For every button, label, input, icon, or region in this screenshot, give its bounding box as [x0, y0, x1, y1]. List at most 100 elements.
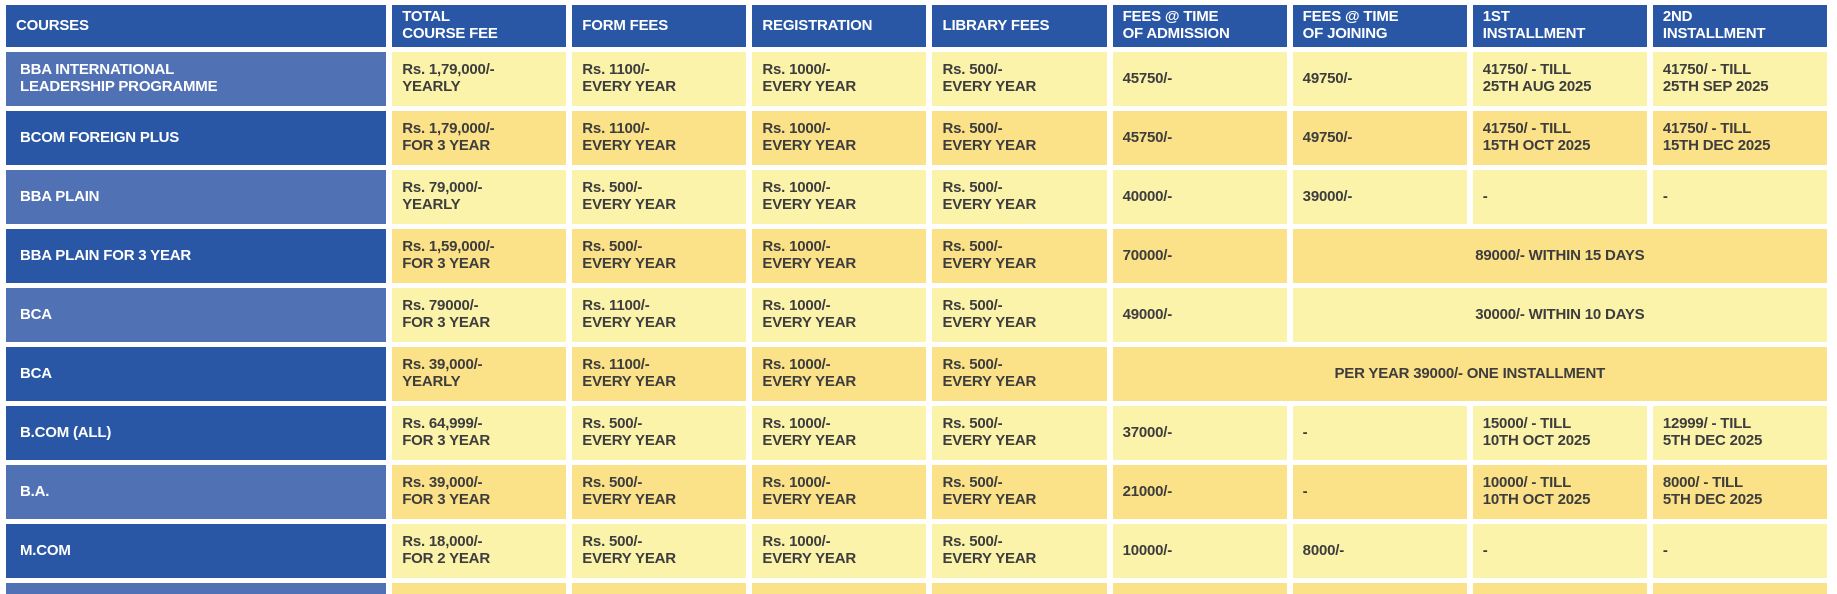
- course-cell: MSW FOR TWO YEAR: [6, 583, 387, 594]
- fee-cell: 70000/-: [1112, 229, 1287, 283]
- fee-cell: Rs. 31,000/- FOR 2 YEAR: [392, 583, 567, 594]
- fee-cell: Rs. 79000/- FOR 3 YEAR: [392, 288, 567, 342]
- fee-cell: Rs. 500/- EVERY YEAR: [932, 524, 1107, 578]
- fee-cell: 39000/-: [1292, 170, 1467, 224]
- fee-cell: -: [1652, 583, 1827, 594]
- fee-cell: Rs. 1,79,000/- FOR 3 YEAR: [392, 111, 567, 165]
- fee-cell: Rs. 1000/- EVERY YEAR: [752, 524, 927, 578]
- fee-cell: 41750/ - TILL 15TH OCT 2025: [1472, 111, 1647, 165]
- course-cell: BBA INTERNATIONAL LEADERSHIP PROGRAMME: [6, 52, 387, 106]
- fee-cell: 11000/-: [1292, 583, 1467, 594]
- fee-cell: -: [1472, 170, 1647, 224]
- fee-cell: Rs. 500/- EVERY YEAR: [572, 229, 747, 283]
- course-cell: BCA: [6, 288, 387, 342]
- fee-cell: Rs. 1100/- EVERY YEAR: [572, 288, 747, 342]
- table-row: BCOM FOREIGN PLUS Rs. 1,79,000/- FOR 3 YE…: [6, 111, 1827, 165]
- fee-cell: 37000/-: [1112, 406, 1287, 460]
- column-header-library-fees: LIBRARY FEES: [932, 5, 1107, 47]
- fee-cell: 49000/-: [1112, 288, 1287, 342]
- fee-cell: Rs. 1000/- EVERY YEAR: [752, 406, 927, 460]
- merged-fee-cell: 30000/- WITHIN 10 DAYS: [1292, 288, 1827, 342]
- fee-cell: Rs. 39,000/- YEARLY: [392, 347, 567, 401]
- fee-cell: 49750/-: [1292, 111, 1467, 165]
- table-head: COURSES TOTAL COURSE FEE FORM FEES REGISTRA…: [6, 5, 1827, 47]
- column-header-fees-at-time-of-joining: FEES @ TIME OF JOINING: [1292, 5, 1467, 47]
- fee-cell: Rs. 1000/- EVERY YEAR: [752, 111, 927, 165]
- table-row: BBA INTERNATIONAL LEADERSHIP PROGRAMME Rs…: [6, 52, 1827, 106]
- column-header-second-installment: 2ND INSTALLMENT: [1652, 5, 1827, 47]
- fee-cell: 41750/ - TILL 25TH AUG 2025: [1472, 52, 1647, 106]
- fee-cell: Rs. 39,000/- FOR 3 YEAR: [392, 465, 567, 519]
- course-cell: BBA PLAIN FOR 3 YEAR: [6, 229, 387, 283]
- fee-cell: -: [1472, 524, 1647, 578]
- fee-cell: Rs. 1,79,000/- YEARLY: [392, 52, 567, 106]
- fee-cell: Rs. 1000/- EVERY YEAR: [752, 170, 927, 224]
- course-cell: BCOM FOREIGN PLUS: [6, 111, 387, 165]
- column-header-fees-at-time-of-admission: FEES @ TIME OF ADMISSION: [1112, 5, 1287, 47]
- fee-cell: Rs. 18,000/- FOR 2 YEAR: [392, 524, 567, 578]
- fee-cell: Rs. 1000/- EVERY YEAR: [752, 583, 927, 594]
- fee-cell: 45750/-: [1112, 52, 1287, 106]
- fee-cell: -: [1652, 524, 1827, 578]
- fee-cell: 21000/-: [1112, 465, 1287, 519]
- course-cell: BBA PLAIN: [6, 170, 387, 224]
- fee-cell: Rs. 500/- EVERY YEAR: [932, 583, 1107, 594]
- fee-cell: Rs. 1000/- EVERY YEAR: [752, 288, 927, 342]
- fee-cell: -: [1292, 465, 1467, 519]
- fee-cell: Rs. 1000/- EVERY YEAR: [752, 347, 927, 401]
- fee-cell: Rs. 500/- EVERY YEAR: [932, 347, 1107, 401]
- fee-cell: Rs. 1100/- EVERY YEAR: [572, 111, 747, 165]
- header-row: COURSES TOTAL COURSE FEE FORM FEES REGISTRA…: [6, 5, 1827, 47]
- fee-cell: Rs. 1,59,000/- FOR 3 YEAR: [392, 229, 567, 283]
- fee-cell: Rs. 500/- EVERY YEAR: [572, 170, 747, 224]
- fee-cell: 8000/-: [1292, 524, 1467, 578]
- fee-cell: 45750/-: [1112, 111, 1287, 165]
- merged-fee-cell: 89000/- WITHIN 15 DAYS: [1292, 229, 1827, 283]
- fee-cell: 8000/ - TILL 5TH DEC 2025: [1652, 465, 1827, 519]
- fee-cell: 12999/ - TILL 5TH DEC 2025: [1652, 406, 1827, 460]
- fee-cell: Rs. 64,999/- FOR 3 YEAR: [392, 406, 567, 460]
- fee-cell: Rs. 500/- EVERY YEAR: [932, 111, 1107, 165]
- fee-cell: Rs. 1100/- EVERY YEAR: [572, 347, 747, 401]
- table-row: B.A. Rs. 39,000/- FOR 3 YEAR Rs. 500/- EVE…: [6, 465, 1827, 519]
- fee-cell: 10000/-: [1112, 524, 1287, 578]
- course-cell: M.COM: [6, 524, 387, 578]
- merged-fee-cell: PER YEAR 39000/- ONE INSTALLMENT: [1112, 347, 1827, 401]
- fee-cell: Rs. 1000/- EVERY YEAR: [752, 229, 927, 283]
- fee-cell: Rs. 500/- EVERY YEAR: [572, 524, 747, 578]
- table-row: B.COM (ALL) Rs. 64,999/- FOR 3 YEAR Rs. 50…: [6, 406, 1827, 460]
- course-cell: B.COM (ALL): [6, 406, 387, 460]
- table-row: BBA PLAIN Rs. 79,000/- YEARLY Rs. 500/- EV…: [6, 170, 1827, 224]
- fee-cell: Rs. 500/- EVERY YEAR: [932, 170, 1107, 224]
- course-cell: B.A.: [6, 465, 387, 519]
- table-row: BBA PLAIN FOR 3 YEAR Rs. 1,59,000/- FOR 3…: [6, 229, 1827, 283]
- fee-cell: 41750/ - TILL 15TH DEC 2025: [1652, 111, 1827, 165]
- fee-cell: -: [1472, 583, 1647, 594]
- fee-cell: 49750/-: [1292, 52, 1467, 106]
- fee-cell: 15000/ - TILL 10TH OCT 2025: [1472, 406, 1647, 460]
- column-header-courses: COURSES: [6, 5, 387, 47]
- fee-cell: Rs. 500/- EVERY YEAR: [572, 406, 747, 460]
- fee-cell: Rs. 500/- EVERY YEAR: [932, 229, 1107, 283]
- table-row: M.COM Rs. 18,000/- FOR 2 YEAR Rs. 500/- EV…: [6, 524, 1827, 578]
- fee-cell: 10000/ - TILL 10TH OCT 2025: [1472, 465, 1647, 519]
- fee-cell: Rs. 1000/- EVERY YEAR: [752, 465, 927, 519]
- course-cell: BCA: [6, 347, 387, 401]
- table-row: MSW FOR TWO YEAR Rs. 31,000/- FOR 2 YEAR R…: [6, 583, 1827, 594]
- table-row: BCA Rs. 39,000/- YEARLY Rs. 1100/- EVERY Y…: [6, 347, 1827, 401]
- column-header-first-installment: 1ST INSTALLMENT: [1472, 5, 1647, 47]
- table-body: BBA INTERNATIONAL LEADERSHIP PROGRAMME Rs…: [6, 52, 1827, 594]
- fee-cell: Rs. 79,000/- YEARLY: [392, 170, 567, 224]
- table-row: BCA Rs. 79000/- FOR 3 YEAR Rs. 1100/- EVER…: [6, 288, 1827, 342]
- column-header-registration: REGISTRATION: [752, 5, 927, 47]
- fee-cell: -: [1292, 406, 1467, 460]
- fee-cell: Rs. 500/- EVERY YEAR: [932, 52, 1107, 106]
- fee-cell: -: [1652, 170, 1827, 224]
- column-header-form-fees: FORM FEES: [572, 5, 747, 47]
- fee-cell: Rs. 500/- EVERY YEAR: [932, 465, 1107, 519]
- column-header-total-course-fee: TOTAL COURSE FEE: [392, 5, 567, 47]
- fee-cell: Rs. 500/- EVERY YEAR: [932, 288, 1107, 342]
- fee-cell: Rs. 500/- EVERY YEAR: [932, 406, 1107, 460]
- fee-cell: Rs. 1000/- EVERY YEAR: [752, 52, 927, 106]
